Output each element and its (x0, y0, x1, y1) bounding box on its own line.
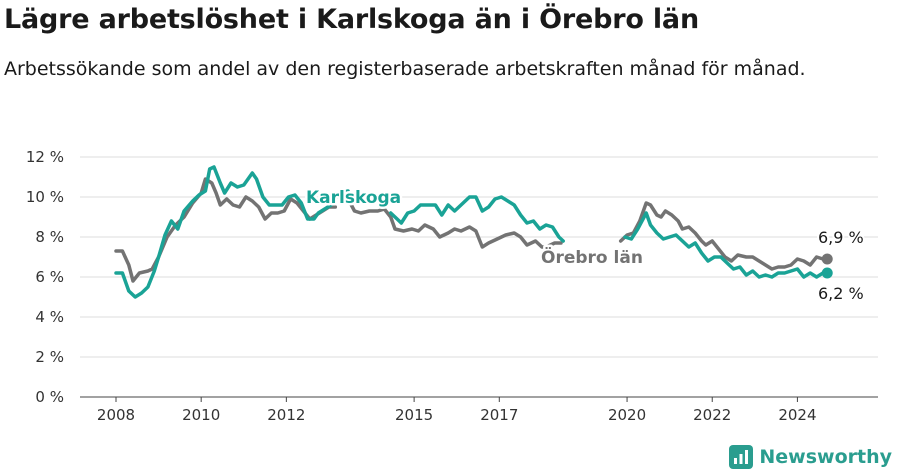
series-line-karlskoga (388, 195, 565, 243)
x-tick-label: 2008 (97, 406, 135, 424)
x-tick-label: 2022 (693, 406, 731, 424)
series-line--rebro-l-n (114, 177, 338, 283)
series-line-karlskoga (623, 211, 829, 279)
series-line-karlskoga (114, 165, 350, 299)
y-tick-label: 8 % (35, 228, 64, 246)
page-title: Lägre arbetslöshet i Karlskoga än i Öreb… (4, 4, 699, 35)
y-tick-label: 10 % (26, 188, 64, 206)
y-tick-label: 6 % (35, 268, 64, 286)
y-tick-label: 12 % (26, 148, 64, 166)
x-tick-label: 2015 (395, 406, 433, 424)
brand-logo: Newsworthy (729, 445, 892, 469)
end-value-label-karlskoga: 6,2 % (818, 284, 864, 303)
chart-subtitle: Arbetssökande som andel av den registerb… (4, 58, 806, 80)
y-tick-label: 4 % (35, 308, 64, 326)
end-value-label-orebro: 6,9 % (818, 228, 864, 247)
newsworthy-logo-icon (729, 445, 754, 469)
series-line--rebro-l-n (618, 201, 829, 271)
brand-name: Newsworthy (759, 446, 892, 468)
x-tick-label: 2020 (608, 406, 646, 424)
series-line--rebro-l-n (346, 197, 563, 249)
series-label-karlskoga: Karlskoga (306, 188, 401, 208)
x-tick-label: 2012 (267, 406, 305, 424)
tick-layer: 0 % 2 % 4 % 6 % 8 % 10 % 12 % 2008 2010 2012 2015 2… (26, 148, 817, 424)
x-tick-label: 2010 (182, 406, 220, 424)
label-layer: Karlskoga Örebro län 6,9 % 6,2 % (304, 186, 866, 306)
y-tick-label: 2 % (35, 348, 64, 366)
series-end-point--rebro-l-n (821, 253, 833, 265)
series-layer (114, 165, 833, 299)
x-tick-label: 2017 (480, 406, 518, 424)
y-tick-label: 0 % (35, 388, 64, 406)
series-end-point-karlskoga (821, 267, 833, 279)
grid-layer (80, 156, 878, 398)
x-tick-label: 2024 (778, 406, 816, 424)
series-label-orebro: Örebro län (541, 246, 643, 268)
